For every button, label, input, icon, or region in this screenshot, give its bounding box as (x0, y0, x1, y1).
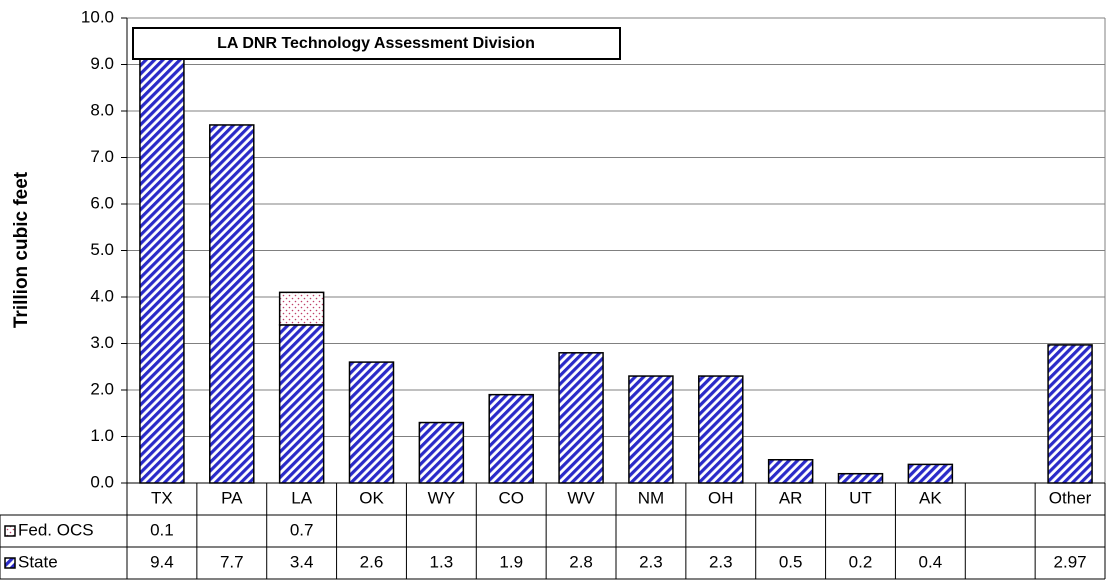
bar-segment (418, 421, 465, 484)
table-value: 0.1 (150, 520, 174, 539)
y-tick-label: 5.0 (90, 240, 114, 259)
y-tick-label: 8.0 (90, 100, 114, 119)
table-value: 9.4 (150, 552, 174, 571)
y-tick-label: 9.0 (90, 54, 114, 73)
bar-segment (628, 375, 674, 484)
y-axis-label: Trillion cubic feet (11, 171, 32, 328)
legend-label: State (18, 552, 58, 571)
y-tick-label: 4.0 (90, 286, 114, 305)
annotation-box (132, 27, 621, 60)
table-value: 0.5 (779, 552, 803, 571)
table-value: 7.7 (220, 552, 244, 571)
table-value: 2.8 (569, 552, 593, 571)
table-value: 1.9 (499, 552, 523, 571)
bar-segment (348, 361, 395, 484)
x-tick-label: NM (638, 488, 664, 507)
table-value: 1.3 (430, 552, 454, 571)
table-value: 3.4 (290, 552, 314, 571)
bar-segment (837, 472, 884, 484)
y-tick-label: 0.0 (90, 472, 114, 491)
y-tick-label: 3.0 (90, 333, 114, 352)
x-tick-label: WY (428, 488, 455, 507)
y-tick-label: 7.0 (90, 147, 114, 166)
bar-segment (558, 352, 604, 484)
y-tick-label: 2.0 (90, 379, 114, 398)
bar-segment (209, 124, 255, 484)
x-tick-label: WV (567, 488, 595, 507)
bar-segment (278, 291, 325, 326)
x-tick-label: AR (779, 488, 803, 507)
legend-label: Fed. OCS (18, 520, 94, 539)
x-tick-label: OK (359, 488, 384, 507)
table-value: 0.2 (849, 552, 873, 571)
bar-segment (907, 463, 954, 484)
bar-segment (698, 375, 744, 484)
legend-key (4, 557, 16, 569)
y-tick-label: 10.0 (81, 7, 114, 26)
table-value: 2.3 (639, 552, 663, 571)
bar-segment (488, 393, 534, 484)
table-value: 2.97 (1054, 552, 1087, 571)
y-tick-label: 6.0 (90, 193, 114, 212)
x-tick-label: Other (1049, 488, 1092, 507)
y-tick-label: 1.0 (90, 426, 114, 445)
table-value: 0.4 (919, 552, 943, 571)
bar-segment (139, 45, 185, 484)
x-tick-label: TX (151, 488, 173, 507)
bar-segment (767, 459, 814, 484)
table-value: 2.3 (709, 552, 733, 571)
x-tick-label: PA (221, 488, 243, 507)
x-tick-label: LA (291, 488, 312, 507)
x-tick-label: UT (849, 488, 872, 507)
bar-segment (278, 324, 325, 484)
legend-key (4, 525, 16, 537)
table-value: 2.6 (360, 552, 384, 571)
table-value: 0.7 (290, 520, 314, 539)
x-tick-label: CO (498, 488, 524, 507)
x-tick-label: OH (708, 488, 734, 507)
annotation: LA DNR Technology Assessment Division (217, 35, 535, 52)
bar-segment (1047, 344, 1093, 484)
x-tick-label: AK (919, 488, 942, 507)
